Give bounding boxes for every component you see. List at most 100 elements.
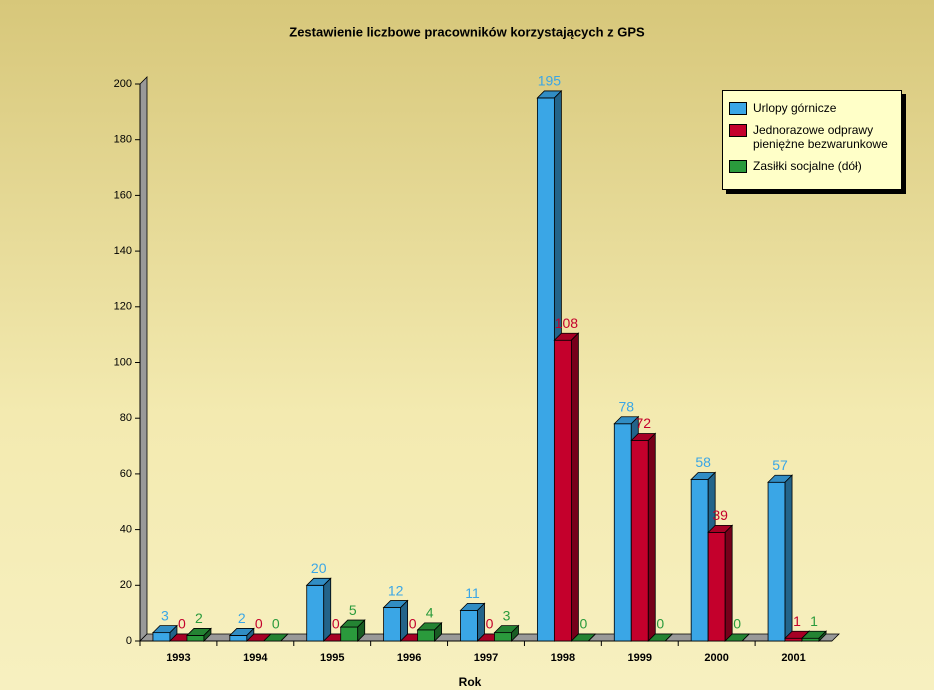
bar-face bbox=[186, 635, 205, 642]
data-label: 20 bbox=[311, 560, 327, 576]
bar bbox=[228, 627, 255, 642]
y-tick-label: 100 bbox=[114, 356, 132, 368]
data-label: 3 bbox=[503, 607, 511, 623]
bar bbox=[767, 474, 794, 642]
y-tick-label: 0 bbox=[126, 635, 132, 647]
bar-face bbox=[647, 432, 656, 642]
bar-face bbox=[323, 577, 332, 642]
bar-face bbox=[383, 607, 402, 642]
bar-face bbox=[570, 332, 579, 642]
bar-face bbox=[553, 339, 572, 642]
bar-face bbox=[203, 627, 212, 642]
bar-face bbox=[536, 97, 555, 642]
y-tick-label: 80 bbox=[120, 412, 132, 424]
bar bbox=[647, 633, 674, 642]
bar bbox=[382, 599, 409, 642]
data-label: 0 bbox=[733, 616, 741, 632]
x-tick-label: 1995 bbox=[320, 652, 344, 664]
bar bbox=[185, 627, 212, 642]
bar-face bbox=[613, 423, 632, 642]
legend-label: Jednorazowe odprawy pieniężne bezwarunko… bbox=[753, 123, 888, 151]
y-axis-wall bbox=[139, 76, 148, 642]
bar-face bbox=[340, 626, 359, 642]
data-label: 72 bbox=[635, 415, 651, 431]
y-tick-label: 20 bbox=[120, 579, 132, 591]
bar bbox=[724, 633, 751, 642]
bar-face bbox=[460, 609, 478, 642]
bar-face bbox=[152, 632, 171, 642]
bar-face bbox=[707, 531, 726, 642]
bar-face bbox=[588, 633, 596, 642]
chart-title: Zestawienie liczbowe pracowników korzyst… bbox=[289, 24, 645, 39]
y-tick-label: 180 bbox=[114, 134, 132, 146]
data-label: 0 bbox=[656, 616, 664, 632]
data-label: 1 bbox=[810, 613, 818, 629]
bar bbox=[151, 624, 178, 642]
data-label: 58 bbox=[695, 454, 711, 470]
bar-face bbox=[818, 630, 827, 642]
y-tick-label: 160 bbox=[114, 189, 132, 201]
bar-face bbox=[801, 637, 820, 642]
legend-swatch bbox=[729, 102, 747, 115]
y-tick-label: 60 bbox=[120, 468, 132, 480]
data-label: 11 bbox=[465, 585, 480, 601]
bar-face bbox=[229, 635, 248, 642]
y-tick-label: 200 bbox=[114, 78, 132, 90]
data-label: 3 bbox=[161, 607, 169, 623]
bar bbox=[630, 432, 657, 642]
bar-face bbox=[630, 440, 649, 642]
bar-face bbox=[784, 637, 803, 642]
data-label: 0 bbox=[178, 616, 186, 632]
data-label: 0 bbox=[255, 616, 263, 632]
legend-swatch bbox=[729, 160, 747, 173]
bar bbox=[493, 624, 520, 642]
bar-face bbox=[784, 474, 793, 642]
data-label: 0 bbox=[486, 616, 494, 632]
data-label: 195 bbox=[538, 73, 562, 89]
data-label: 12 bbox=[388, 582, 404, 598]
bar-face bbox=[434, 621, 443, 642]
x-tick-label: 2000 bbox=[704, 652, 728, 664]
legend-label: Zasiłki socjalne (dół) bbox=[753, 159, 862, 173]
x-tick-label: 1998 bbox=[551, 652, 575, 664]
data-label: 2 bbox=[195, 610, 203, 626]
bar-face bbox=[357, 619, 366, 642]
bar bbox=[707, 524, 734, 642]
bar bbox=[262, 633, 289, 642]
bar-face bbox=[690, 479, 709, 642]
legend-swatch bbox=[729, 124, 747, 137]
data-label: 108 bbox=[555, 315, 579, 331]
bar-face bbox=[494, 632, 512, 642]
bar-face bbox=[280, 633, 289, 642]
x-tick-label: 2001 bbox=[781, 652, 805, 664]
x-axis-label: Rok bbox=[459, 675, 482, 689]
bar-face bbox=[767, 481, 786, 642]
bar-face bbox=[724, 524, 733, 642]
bar-face bbox=[664, 633, 673, 642]
bar-face bbox=[741, 633, 750, 642]
legend-item: Zasiłki socjalne (dół) bbox=[729, 159, 895, 173]
data-label: 5 bbox=[349, 602, 357, 618]
data-label: 78 bbox=[618, 398, 634, 414]
legend: Urlopy górnicze Jednorazowe odprawy pieni… bbox=[722, 90, 902, 190]
x-tick-label: 1997 bbox=[474, 652, 498, 664]
y-tick-label: 140 bbox=[114, 245, 132, 257]
legend-item: Jednorazowe odprawy pieniężne bezwarunko… bbox=[729, 123, 895, 151]
data-label: 0 bbox=[409, 616, 417, 632]
y-tick-label: 120 bbox=[114, 301, 132, 313]
bar-face bbox=[511, 624, 519, 642]
data-label: 0 bbox=[579, 616, 587, 632]
bar bbox=[416, 621, 443, 642]
data-label: 0 bbox=[332, 616, 340, 632]
legend-item: Urlopy górnicze bbox=[729, 101, 895, 115]
bar bbox=[553, 332, 580, 642]
data-label: 0 bbox=[272, 616, 280, 632]
data-label: 4 bbox=[426, 605, 434, 621]
x-tick-label: 1994 bbox=[243, 652, 268, 664]
bar-face bbox=[306, 584, 325, 642]
x-tick-label: 1996 bbox=[397, 652, 421, 664]
bar-face bbox=[417, 629, 436, 642]
data-label: 39 bbox=[712, 507, 728, 523]
